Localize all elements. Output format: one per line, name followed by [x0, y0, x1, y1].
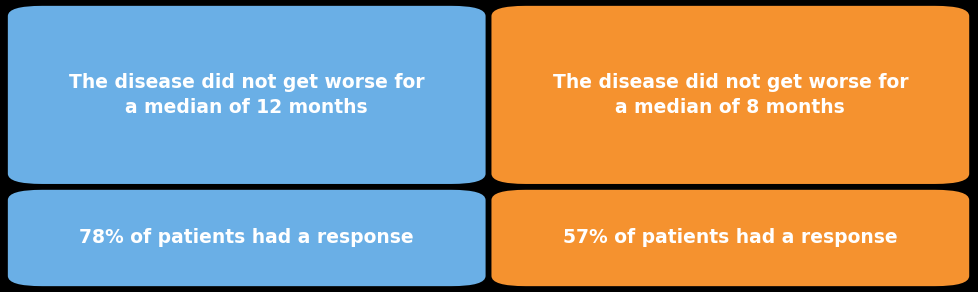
- FancyBboxPatch shape: [8, 6, 485, 184]
- Text: 57% of patients had a response: 57% of patients had a response: [562, 228, 897, 248]
- FancyBboxPatch shape: [491, 6, 968, 184]
- FancyBboxPatch shape: [8, 190, 485, 286]
- FancyBboxPatch shape: [491, 190, 968, 286]
- Text: The disease did not get worse for
a median of 8 months: The disease did not get worse for a medi…: [552, 73, 908, 117]
- Text: 78% of patients had a response: 78% of patients had a response: [79, 228, 414, 248]
- Text: The disease did not get worse for
a median of 12 months: The disease did not get worse for a medi…: [68, 73, 424, 117]
